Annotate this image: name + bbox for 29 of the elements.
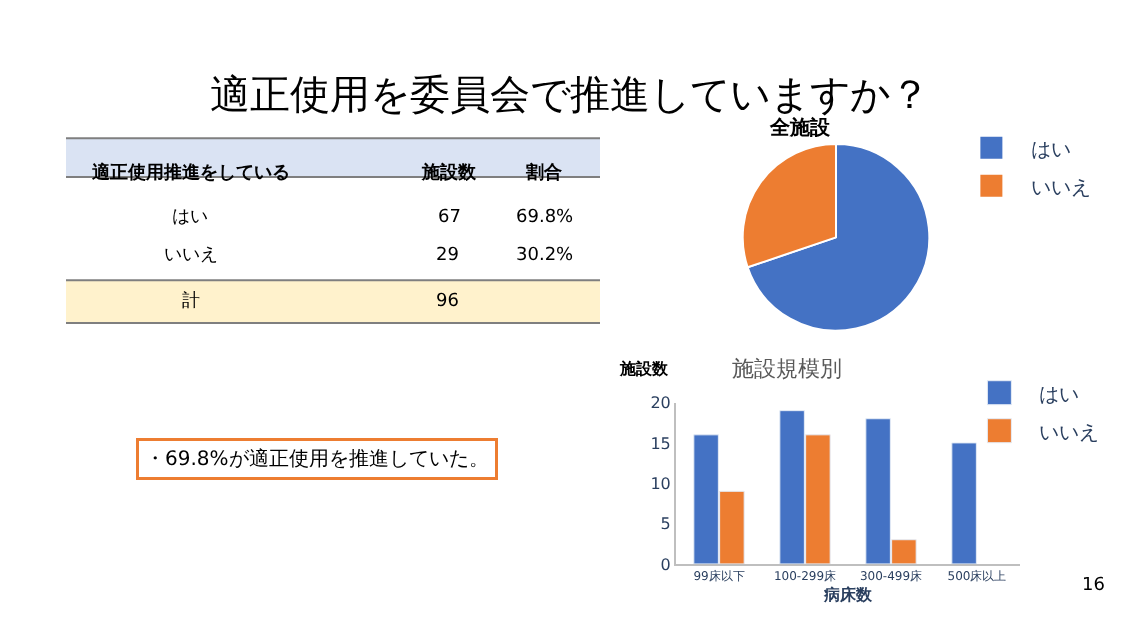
- text: 適正使用を委員会で推進していますか？: [210, 70, 930, 118]
- legend-label: はい: [1039, 384, 1080, 407]
- y-tick-label: 15: [650, 434, 671, 453]
- y-tick-label: 20: [650, 394, 671, 413]
- text: 16: [1082, 576, 1106, 596]
- y-tick-label: 0: [660, 555, 671, 574]
- text: 割合: [524, 162, 564, 184]
- text: 67: [438, 208, 461, 228]
- text: はい: [172, 208, 208, 228]
- bar: [951, 442, 977, 564]
- chart-title: 全施設: [768, 116, 832, 140]
- legend-label: いいえ: [1039, 422, 1100, 445]
- text: 29: [436, 246, 460, 266]
- legend-label: はい: [1031, 139, 1072, 162]
- text: 適正使用推進をしている: [90, 162, 290, 184]
- chart-title: 施設規模別: [732, 356, 842, 382]
- pie-slice: [746, 143, 931, 332]
- legend-label: いいえ: [1031, 177, 1092, 200]
- x-axis-title: 病床数: [822, 584, 874, 605]
- text: 69.8%: [516, 208, 575, 228]
- text: 施設数: [420, 162, 478, 184]
- text: 計: [182, 290, 200, 312]
- y-tick-label: 5: [660, 515, 671, 534]
- text: ・69.8%が適正使用を推進していた。: [145, 447, 489, 471]
- text: 96: [436, 292, 460, 312]
- y-tick-label: 10: [650, 474, 671, 493]
- y-axis-title: 施設数: [618, 360, 670, 378]
- text: 30.2%: [516, 246, 575, 266]
- text: いいえ: [164, 246, 218, 266]
